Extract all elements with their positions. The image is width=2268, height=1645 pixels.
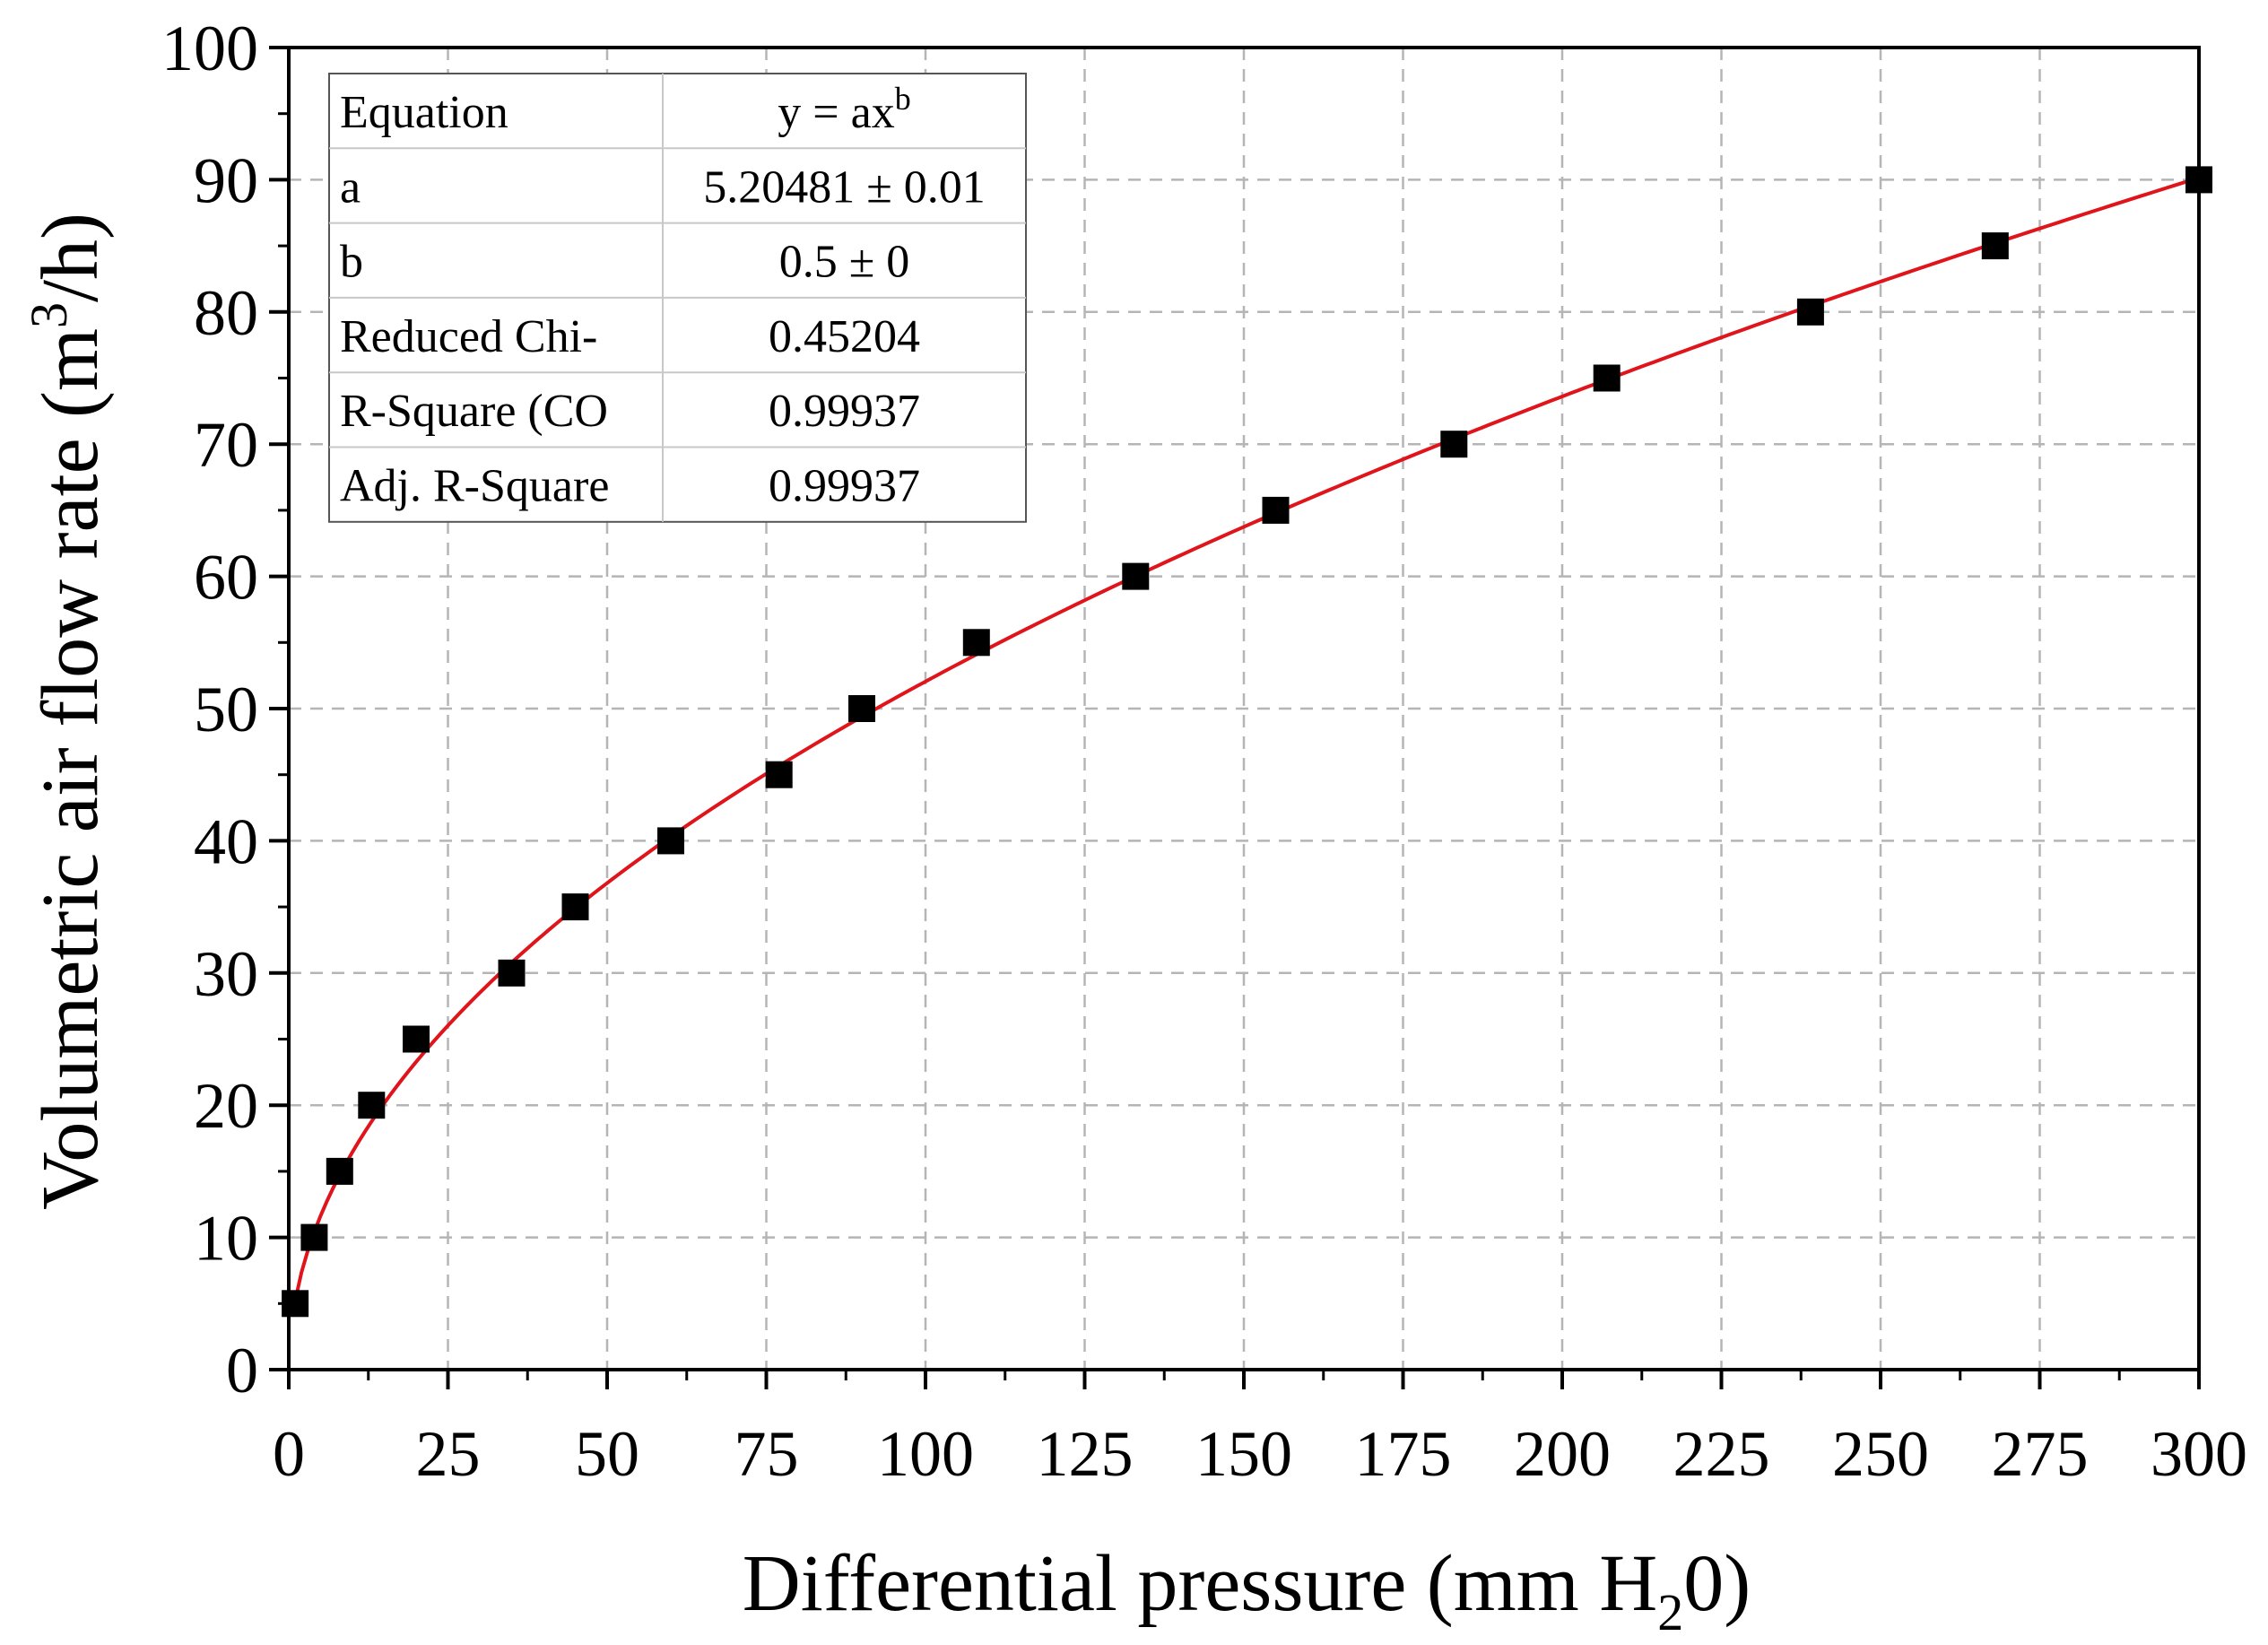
stats-row-value: 0.99937 (769, 386, 920, 437)
stats-table-gridlines (329, 74, 1026, 522)
stats-row-label: a (340, 161, 361, 213)
axis-ticks (269, 46, 2201, 1389)
stats-row-label: b (340, 237, 363, 288)
data-point (1981, 232, 2009, 260)
data-point (561, 893, 589, 921)
stats-row-value: 0.99937 (769, 461, 920, 512)
y-tick-label: 40 (194, 805, 258, 877)
y-tick-label: 60 (194, 542, 258, 614)
y-tick-label: 30 (194, 938, 258, 1010)
x-tick-label: 150 (1195, 1418, 1292, 1490)
y-tick-label: 0 (226, 1335, 258, 1406)
x-axis-title: Differential pressure (mm H20) (743, 1539, 1751, 1641)
data-point (657, 827, 684, 855)
x-tick-label: 275 (1992, 1418, 2089, 1490)
data-point (300, 1223, 328, 1251)
y-tick-label: 100 (161, 13, 258, 84)
fit-curve (293, 176, 2200, 1301)
fit-curve-layer (293, 176, 2200, 1301)
x-tick-label: 300 (2151, 1418, 2247, 1490)
x-tick-label: 225 (1673, 1418, 1770, 1490)
stats-row-label: R-Square (CO (340, 386, 608, 437)
stats-value-text: 0.5 ± 0 (779, 237, 910, 288)
stats-row-value: 0.5 ± 0 (779, 237, 910, 288)
data-point (1122, 562, 1150, 590)
x-tick-label: 125 (1037, 1418, 1134, 1490)
data-point (403, 1025, 430, 1053)
data-point (1796, 298, 1824, 326)
y-tick-label: 50 (194, 674, 258, 745)
data-point (326, 1157, 353, 1185)
stats-row-value: 5.20481 ± 0.01 (703, 161, 986, 213)
x-tick-label: 100 (877, 1418, 974, 1490)
stats-row-value: 0.45204 (769, 311, 920, 362)
x-tick-label: 200 (1514, 1418, 1611, 1490)
x-tick-label: 0 (273, 1418, 305, 1490)
y-axis-title: Volumetric air flow rate (m3/h) (20, 213, 115, 1210)
data-point (848, 695, 875, 722)
data-point (765, 761, 793, 788)
data-point (358, 1092, 386, 1119)
x-tick-label: 175 (1355, 1418, 1452, 1490)
data-point (1262, 496, 1290, 524)
x-tick-labels: 0 25 50 75 100 125 150 175 200 225 250 275 300 (273, 1418, 2247, 1490)
y-tick-label: 80 (194, 277, 258, 349)
y-tick-label: 70 (194, 409, 258, 481)
x-tick-label: 50 (575, 1418, 639, 1490)
x-tick-label: 250 (1832, 1418, 1929, 1490)
stats-value-text: 5.20481 ± 0.01 (703, 161, 986, 213)
y-tick-labels: 0 10 20 30 40 50 60 70 80 90 100 (161, 13, 258, 1406)
stats-value-text: 0.45204 (769, 311, 920, 362)
stats-value-superscript: b (895, 81, 911, 117)
data-point (1593, 364, 1621, 392)
data-point (1440, 431, 1468, 458)
stats-row-label: Reduced Chi- (340, 311, 597, 362)
y-tick-label: 20 (194, 1070, 258, 1142)
data-point (962, 629, 990, 657)
stats-row-value: y = axb (778, 81, 910, 138)
stats-value-text: y = ax (778, 87, 894, 138)
y-tick-label: 10 (194, 1203, 258, 1275)
y-tick-label: 90 (194, 144, 258, 216)
stats-row-label: Equation (340, 87, 508, 138)
stats-value-text: 0.99937 (769, 386, 920, 437)
data-point (498, 959, 526, 987)
x-tick-label: 25 (416, 1418, 481, 1490)
x-tick-label: 75 (734, 1418, 799, 1490)
data-points (282, 166, 2212, 1318)
stats-value-text: 0.99937 (769, 461, 920, 512)
stats-row-label: Adj. R-Square (340, 461, 609, 512)
